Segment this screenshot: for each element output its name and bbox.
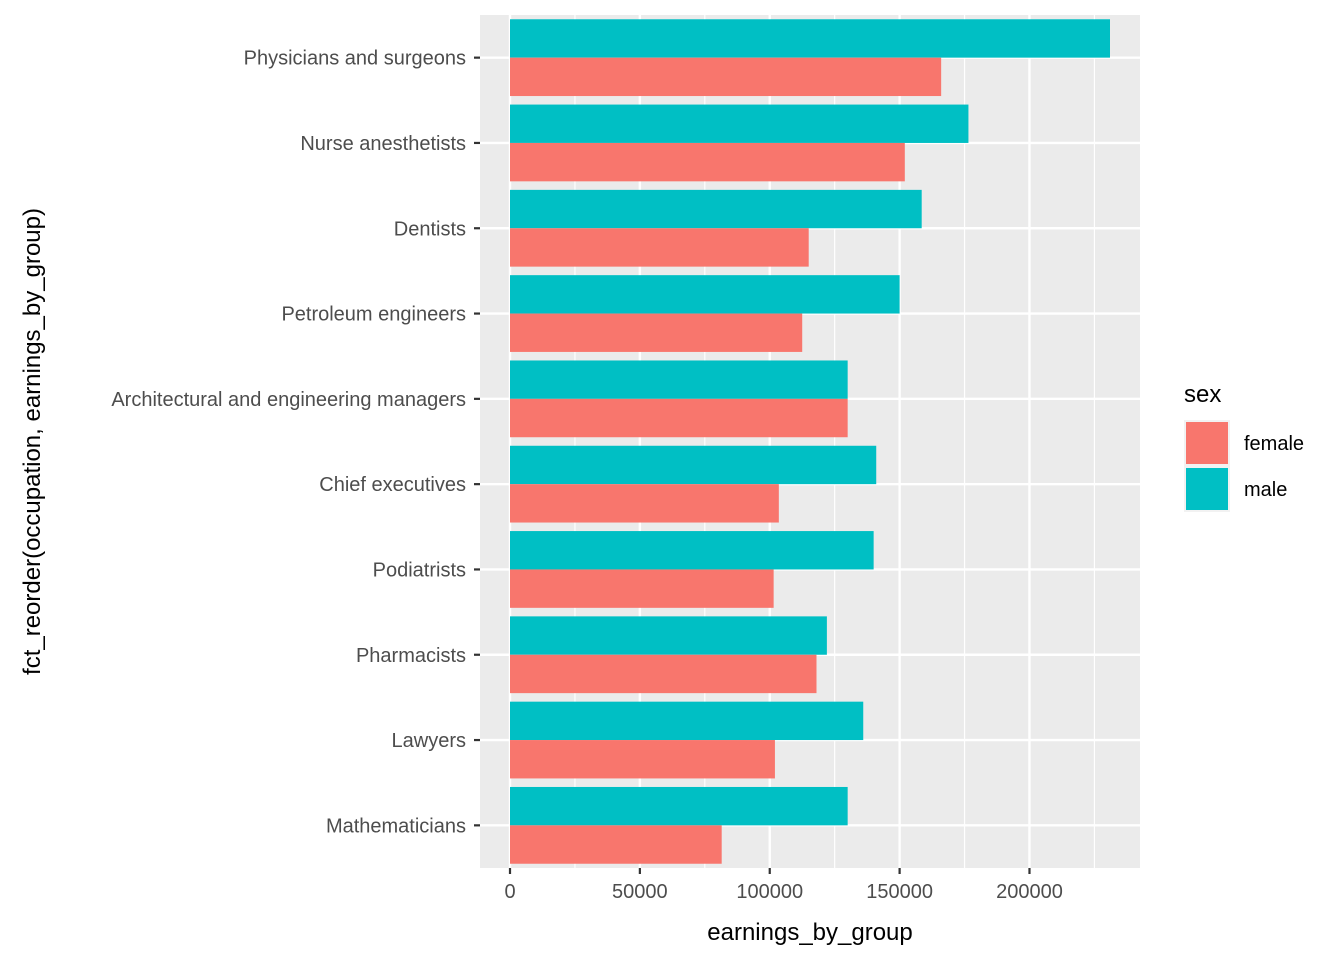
y-tick-label: Nurse anesthetists	[300, 133, 466, 155]
bar-female	[510, 569, 774, 608]
x-tick-label: 100000	[736, 881, 803, 903]
bar-male	[510, 360, 848, 399]
bar-female	[510, 313, 803, 352]
legend: sex female male	[1184, 381, 1304, 512]
legend-title: sex	[1184, 381, 1221, 408]
y-tick-label: Physicians and surgeons	[244, 48, 466, 70]
y-tick-label: Dentists	[394, 218, 466, 240]
bar-male	[510, 189, 922, 229]
y-tick-label: Lawyers	[392, 730, 466, 752]
y-tick-label: Pharmacists	[356, 645, 466, 667]
bar-female	[510, 228, 809, 267]
y-tick-label: Chief executives	[319, 474, 466, 496]
bar-male	[510, 275, 900, 314]
y-tick-label: Mathematicians	[326, 815, 466, 837]
bar-female	[510, 654, 817, 694]
bar-male	[510, 19, 1110, 58]
x-axis: 0 50000 100000 150000 200000	[504, 868, 1063, 903]
y-axis: Physicians and surgeons Nurse anesthetist…	[111, 48, 480, 837]
x-tick-label: 150000	[866, 881, 933, 903]
bar-female	[510, 398, 848, 438]
bar-male	[510, 786, 848, 826]
bar-male	[510, 104, 969, 143]
y-tick-label: Podiatrists	[373, 559, 466, 581]
bar-female	[510, 825, 722, 864]
bar-male	[510, 445, 877, 485]
legend-key-male	[1186, 468, 1228, 510]
bar-female	[510, 484, 779, 523]
y-axis-title: fct_reorder(occupation, earnings_by_grou…	[19, 208, 46, 675]
x-tick-label: 200000	[996, 881, 1063, 903]
x-tick-label: 50000	[612, 881, 668, 903]
y-tick-label: Petroleum engineers	[281, 304, 466, 326]
legend-label-male: male	[1244, 479, 1287, 501]
bar-series	[510, 19, 1110, 864]
legend-label-female: female	[1244, 433, 1304, 455]
x-tick-label: 0	[504, 881, 515, 903]
bar-female	[510, 142, 905, 182]
bar-male	[510, 701, 864, 741]
bar-female	[510, 57, 942, 97]
bar-male	[510, 531, 874, 570]
bar-male	[510, 616, 827, 655]
bar-female	[510, 740, 775, 779]
y-tick-label: Architectural and engineering managers	[111, 389, 466, 411]
legend-key-female	[1186, 422, 1228, 464]
x-axis-title: earnings_by_group	[707, 919, 913, 946]
